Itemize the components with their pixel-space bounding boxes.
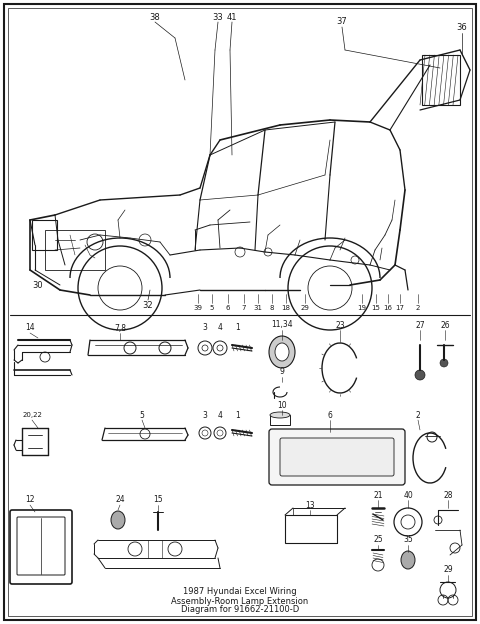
Ellipse shape [275,343,289,361]
Text: 8: 8 [270,305,274,311]
Text: 30: 30 [33,281,43,290]
Bar [285,515,337,543]
FancyBboxPatch shape [269,429,405,485]
Text: 14: 14 [25,323,35,333]
Text: 15: 15 [372,305,381,311]
Ellipse shape [269,336,295,368]
Text: 41: 41 [227,12,237,21]
Text: 5: 5 [210,305,214,311]
Bar [270,415,290,425]
Text: 32: 32 [143,301,153,310]
Ellipse shape [401,551,415,569]
FancyBboxPatch shape [10,510,72,584]
Text: 12: 12 [25,495,35,504]
Text: 21: 21 [373,490,383,499]
Text: 6: 6 [327,411,333,419]
Text: 20,22: 20,22 [22,412,42,418]
Text: 27: 27 [415,321,425,329]
Ellipse shape [111,511,125,529]
Text: 26: 26 [440,321,450,329]
Bar [422,55,460,105]
Text: Diagram for 91662-21100-D: Diagram for 91662-21100-D [181,605,299,615]
Ellipse shape [270,412,290,418]
Text: 29: 29 [300,305,310,311]
Text: 7,8: 7,8 [114,323,126,333]
Circle shape [440,359,448,367]
Text: Assembly-Room Lamp Extension: Assembly-Room Lamp Extension [171,597,309,605]
Bar [32,220,57,250]
Text: 10: 10 [277,401,287,409]
Text: 36: 36 [456,24,468,32]
Text: 39: 39 [193,305,203,311]
Circle shape [415,370,425,380]
Text: 40: 40 [403,490,413,499]
Text: 38: 38 [150,12,160,21]
Bar [45,230,105,270]
Text: 19: 19 [358,305,367,311]
Text: 23: 23 [335,321,345,329]
Text: 16: 16 [384,305,393,311]
Text: 29: 29 [443,565,453,575]
Text: 11,34: 11,34 [271,321,293,329]
Text: 18: 18 [281,305,290,311]
Text: 13: 13 [305,500,315,510]
Text: 17: 17 [396,305,405,311]
Text: 5: 5 [140,411,144,419]
Text: 25: 25 [373,535,383,545]
Text: 35: 35 [403,535,413,545]
FancyBboxPatch shape [17,517,65,575]
Text: 15: 15 [153,495,163,504]
Text: 24: 24 [115,495,125,504]
Text: 28: 28 [443,490,453,499]
Text: 4: 4 [217,411,222,419]
Text: 37: 37 [336,17,348,26]
Text: 6: 6 [226,305,230,311]
Text: 9: 9 [279,368,285,376]
Text: 2: 2 [416,411,420,419]
Text: 3: 3 [203,411,207,419]
Text: 3: 3 [203,323,207,333]
Text: 1: 1 [236,323,240,333]
Text: 4: 4 [217,323,222,333]
Text: 2: 2 [416,305,420,311]
Text: 1: 1 [236,411,240,419]
Text: 33: 33 [213,12,223,21]
Circle shape [401,515,415,529]
Text: 1987 Hyundai Excel Wiring: 1987 Hyundai Excel Wiring [183,588,297,597]
Text: 31: 31 [253,305,263,311]
FancyBboxPatch shape [280,438,394,476]
Text: 7: 7 [242,305,246,311]
